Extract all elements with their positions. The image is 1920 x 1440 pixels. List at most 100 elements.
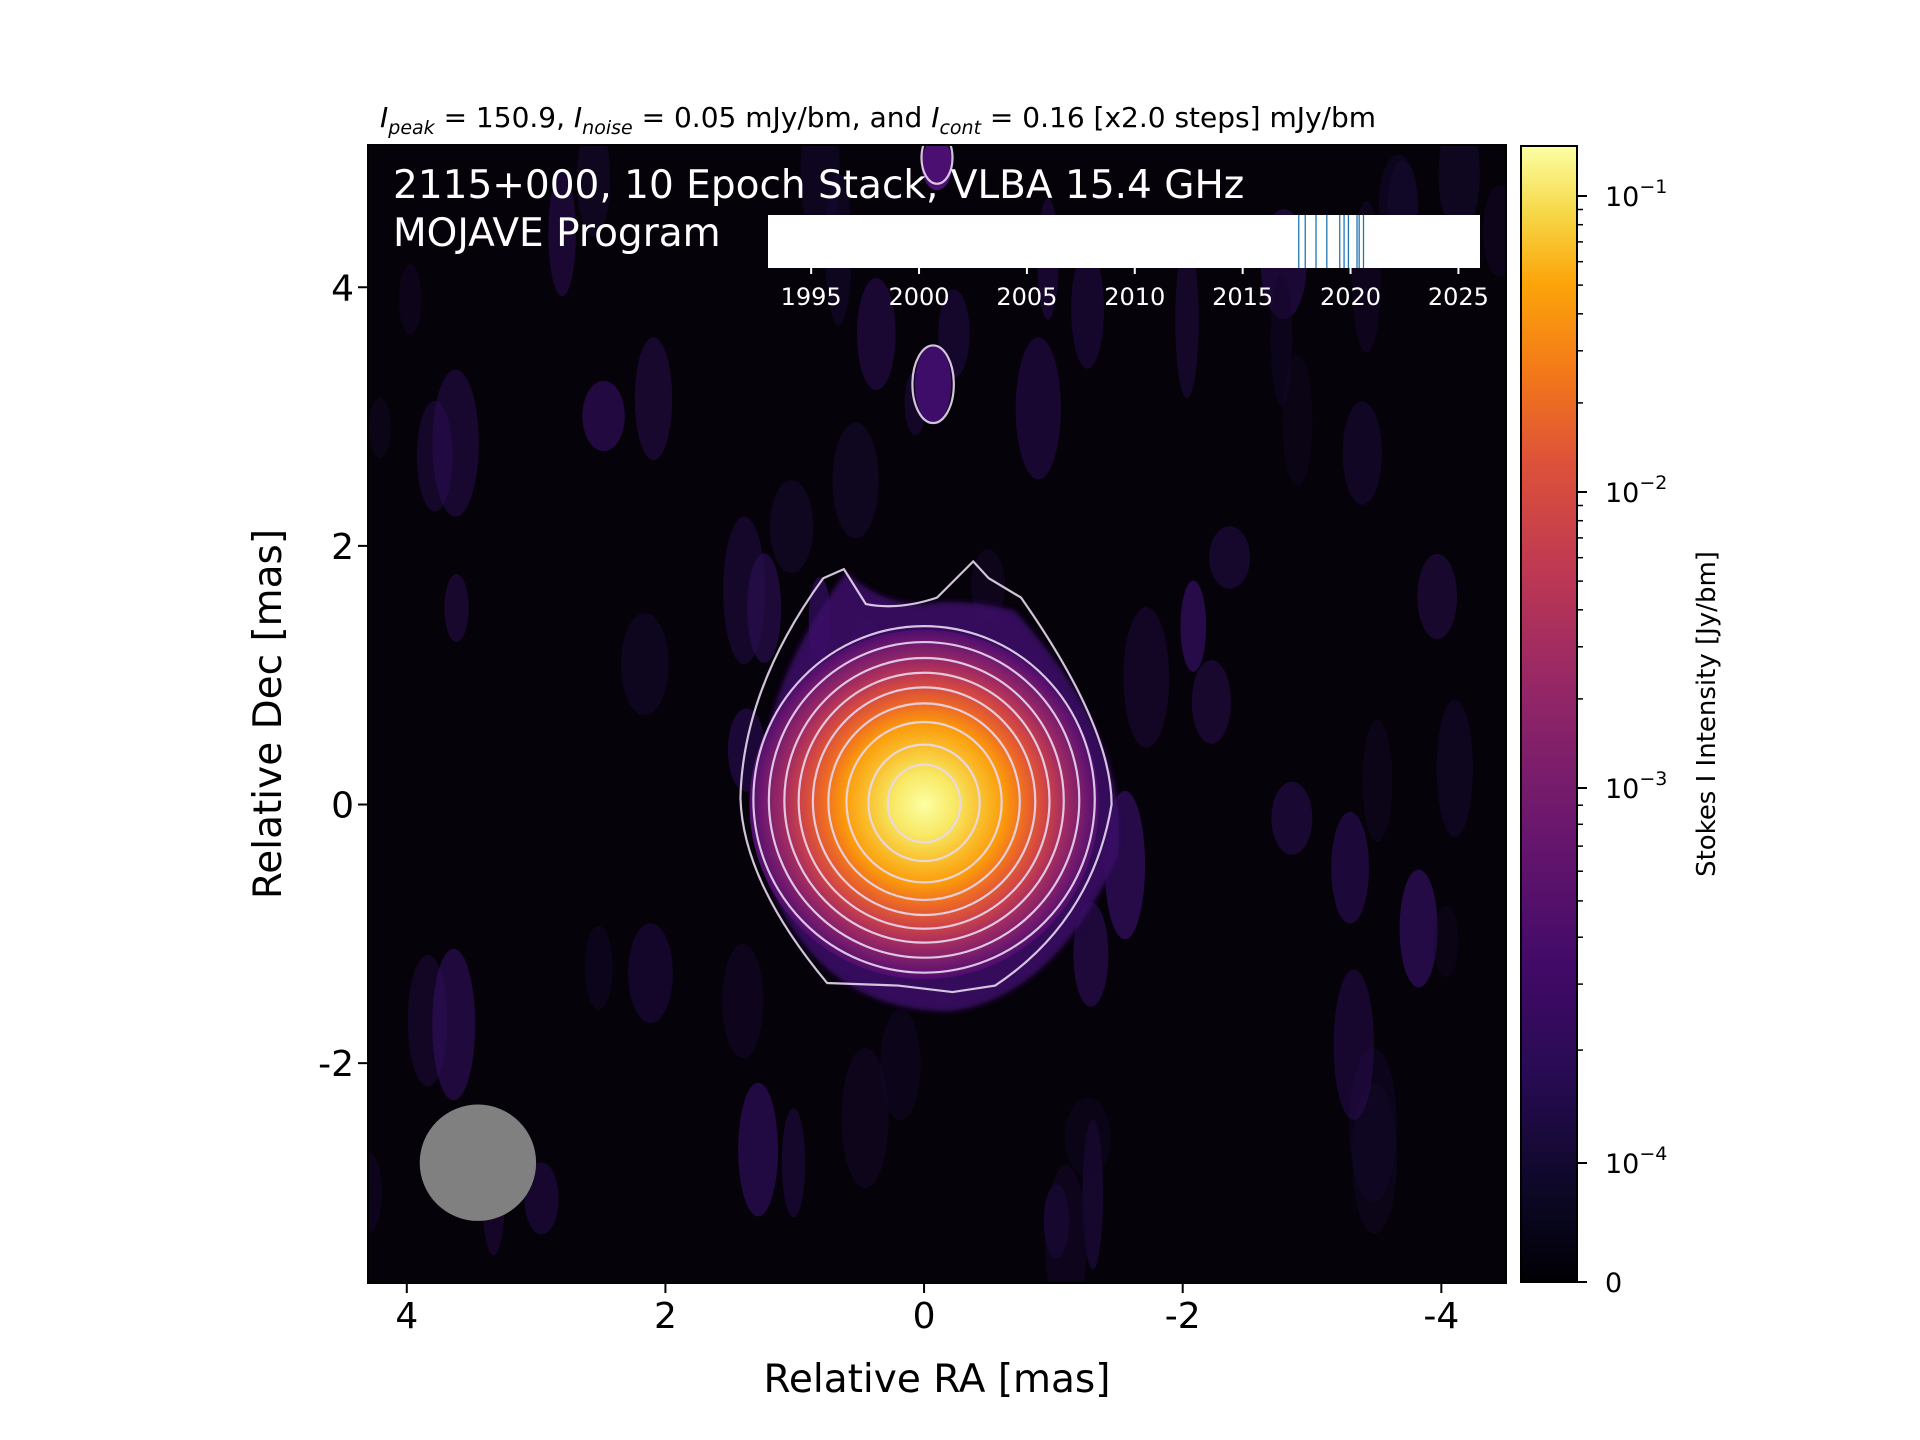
noise-blob xyxy=(1175,243,1199,399)
x-tick-label: 4 xyxy=(395,1296,418,1337)
header-cont-value: = 0.16 [x2.0 steps] mJy/bm xyxy=(981,101,1376,134)
noise-blob xyxy=(1045,1165,1087,1283)
noise-blob xyxy=(584,925,613,1010)
noise-blob xyxy=(577,145,611,237)
colorbar-tick-label: 10−1 xyxy=(1605,176,1667,213)
noise-blob xyxy=(769,480,814,574)
noise-blob xyxy=(368,1152,383,1234)
contour-level-1 xyxy=(739,559,1113,994)
header-i-cont: I xyxy=(931,101,939,134)
noise-blob xyxy=(1015,337,1061,480)
timeline-tick-label: 2015 xyxy=(1212,283,1273,311)
contour-edge-knot xyxy=(920,145,954,185)
noise-blob xyxy=(1362,719,1393,843)
map-title-line1: 2115+000, 10 Epoch Stack, VLBA 15.4 GHz xyxy=(393,163,1244,208)
timeline-tick-label: 2020 xyxy=(1320,283,1381,311)
x-tick-label: -2 xyxy=(1165,1296,1201,1337)
contour-level-10 xyxy=(886,763,962,844)
x-tick-label: 2 xyxy=(654,1296,677,1337)
map-frame xyxy=(367,144,1507,1284)
contour-level-7 xyxy=(827,702,1021,902)
source-core xyxy=(749,629,1099,980)
noise-blob xyxy=(1433,905,1459,978)
noise-blob xyxy=(722,943,764,1058)
noise-blob xyxy=(582,380,625,452)
noise-blob xyxy=(832,422,879,539)
timeline-tick-label: 2000 xyxy=(888,283,949,311)
noise-blob xyxy=(1417,553,1458,640)
noise-blob xyxy=(1483,184,1506,277)
noise-blob xyxy=(841,1047,889,1188)
noise-blob xyxy=(1082,1119,1104,1270)
noise-blob xyxy=(1282,355,1313,486)
timeline-tick-label: 2025 xyxy=(1428,283,1489,311)
noise-blob xyxy=(399,264,422,336)
colorbar-tick-label-zero: 0 xyxy=(1605,1268,1622,1299)
colorbar-tick-label: 10−4 xyxy=(1605,1143,1667,1180)
header-noise-sub: noise xyxy=(582,117,633,139)
noise-blob xyxy=(1123,607,1170,748)
colorbar-bar xyxy=(1521,146,1577,1282)
y-axis: 4 2 0 -2 xyxy=(318,268,368,1085)
colorbar-tick-label: 10−2 xyxy=(1605,472,1667,509)
contour-level-5 xyxy=(797,671,1051,930)
contour-level-4 xyxy=(783,656,1065,944)
noise-blob xyxy=(1342,401,1382,505)
noise-blob xyxy=(634,337,673,461)
noise-blob xyxy=(1064,1097,1111,1178)
noise-blob xyxy=(432,948,476,1101)
noise-blob xyxy=(1191,660,1231,744)
header-peak-value: = 150.9, xyxy=(435,101,574,134)
intensity-contours xyxy=(739,145,1113,994)
contour-level-6 xyxy=(811,686,1037,917)
y-tick-label: 0 xyxy=(331,786,354,827)
epoch-timeline: 1995 2000 2005 2010 2015 2020 2025 xyxy=(768,215,1489,311)
contour-level-3 xyxy=(767,640,1081,959)
header-i-peak: I xyxy=(380,101,388,134)
noise-blob xyxy=(1436,699,1474,838)
x-tick-label: 0 xyxy=(913,1296,936,1337)
header-peak-sub: peak xyxy=(387,117,435,139)
noise-blob xyxy=(1331,812,1369,924)
beam-shape xyxy=(419,1104,537,1221)
colorbar-label: Stokes I Intensity [Jy/bm] xyxy=(1692,551,1722,877)
noise-blob xyxy=(1438,145,1480,234)
contour-jet-knot xyxy=(911,344,955,425)
colorbar-tick-label: 10−3 xyxy=(1605,768,1667,805)
noise-blob xyxy=(368,397,391,458)
contour-level-9 xyxy=(867,743,981,863)
y-axis-label: Relative Dec [mas] xyxy=(246,529,291,899)
noise-blob xyxy=(1333,969,1375,1121)
timeline-tick-label: 2010 xyxy=(1104,283,1165,311)
jet-knot xyxy=(915,345,952,424)
y-tick-label: 2 xyxy=(331,527,354,568)
noise-blob xyxy=(1349,1047,1397,1203)
noise-blob xyxy=(548,171,576,297)
y-tick-label: -2 xyxy=(318,1044,354,1085)
noise-blob xyxy=(1270,273,1293,407)
noise-blob xyxy=(738,1082,778,1217)
contour-level-8 xyxy=(845,720,1003,884)
noise-blob xyxy=(444,574,469,642)
header-noise-value: = 0.05 mJy/bm, and xyxy=(633,101,931,134)
intensity-map: 1995 2000 2005 2010 2015 2020 2025 2115+000, 1… xyxy=(368,145,1506,1283)
header-cont-sub: cont xyxy=(939,117,982,139)
noise-blob xyxy=(416,400,453,512)
header-i-noise: I xyxy=(574,101,582,134)
map-title-line2: MOJAVE Program xyxy=(393,211,721,256)
noise-blob xyxy=(747,553,782,663)
noise-blob xyxy=(1399,869,1438,988)
noise-blob xyxy=(1209,526,1251,589)
noise-blob xyxy=(628,923,673,1023)
timeline-tick-label: 1995 xyxy=(781,283,842,311)
image-stats-header: Ipeak = 150.9, Inoise = 0.05 mJy/bm, and… xyxy=(380,101,1376,139)
noise-blob xyxy=(1071,249,1104,369)
noise-blob xyxy=(880,1009,921,1121)
noise-blob xyxy=(781,1108,806,1218)
x-tick-label: -4 xyxy=(1423,1296,1459,1337)
noise-blob xyxy=(432,369,479,517)
x-axis: 4 2 0 -2 -4 xyxy=(395,1283,1459,1337)
y-tick-label: 4 xyxy=(331,268,354,309)
contour-level-2 xyxy=(752,625,1096,974)
